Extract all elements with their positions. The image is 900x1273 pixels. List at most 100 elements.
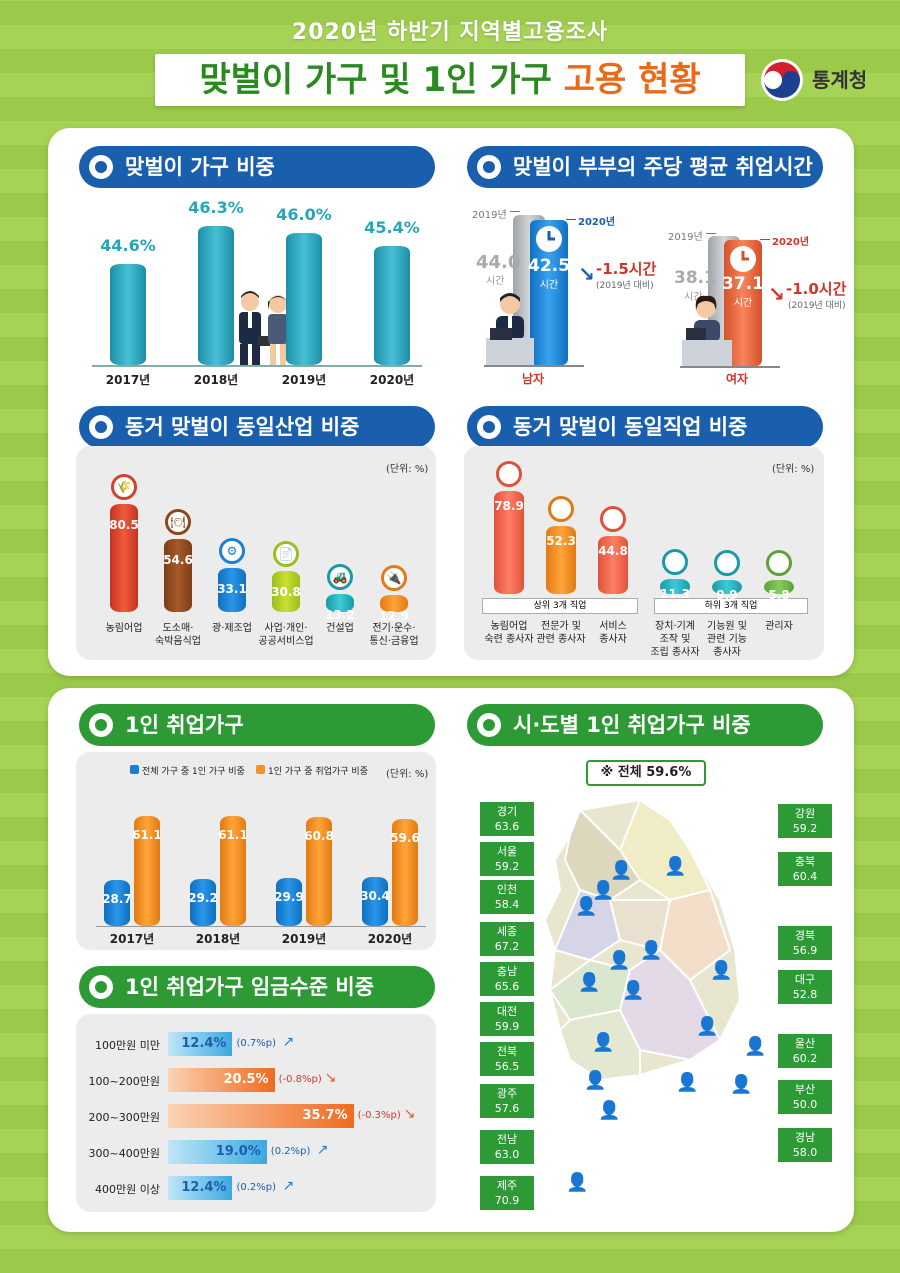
down-arrow-icon: ↘ xyxy=(324,1070,337,1086)
person-icon: 👤 xyxy=(710,960,733,981)
region-value: 65.6 xyxy=(494,980,520,993)
region-name: 전남 xyxy=(496,1133,518,1146)
region-name: 경남 xyxy=(794,1131,816,1144)
occupation-label: 전문가 및 xyxy=(541,621,581,632)
female-change-note: (2019년 대비) xyxy=(788,301,846,311)
female-worker-illustration xyxy=(682,295,732,366)
bullet-icon xyxy=(89,713,113,737)
region-name: 대전 xyxy=(496,1005,518,1018)
occupation-label: 종사자 xyxy=(713,647,741,658)
industry-bar xyxy=(272,570,300,612)
section-header-same-occupation: 동거 맞벌이 동일직업 비중 xyxy=(467,406,823,448)
region-name: 경기 xyxy=(496,805,518,818)
bullet-icon xyxy=(89,975,113,999)
female-2020-value: 37.1 xyxy=(722,274,764,294)
region-name: 세종 xyxy=(496,925,518,938)
region-label-right: 부산 50.0 xyxy=(778,1080,832,1114)
industry-value: 13.2 xyxy=(325,608,355,623)
industry-bar xyxy=(164,538,192,612)
industry-label-2: 공공서비스업 xyxy=(258,636,314,647)
region-name: 제주 xyxy=(496,1179,518,1192)
single-year: 2017년 xyxy=(109,932,155,946)
occupation-pin-icon xyxy=(714,550,740,576)
person-icon: 👤 xyxy=(610,860,633,881)
male-2019-unit: 시간 xyxy=(486,276,505,287)
person-icon: 👤 xyxy=(664,856,687,877)
region-value: 56.9 xyxy=(792,944,818,957)
title-accent: 고용 현황 xyxy=(563,60,701,100)
region-value: 59.2 xyxy=(494,860,520,873)
down-arrow-icon: ↘ xyxy=(403,1106,416,1122)
region-name: 경북 xyxy=(794,929,816,942)
occupation-bar xyxy=(660,579,690,594)
bottom3-label: 하위 3개 직업 xyxy=(704,601,758,611)
employed-share-value: 61.1 xyxy=(218,828,248,843)
dual-income-year: 2018년 xyxy=(193,373,239,387)
employed-share-bar xyxy=(134,816,160,926)
occupation-label: 종사자 xyxy=(599,634,627,645)
bullet-icon xyxy=(89,415,113,439)
occupation-bar xyxy=(712,580,742,594)
employed-share-bar xyxy=(220,816,246,926)
wage-bar: 12.4% xyxy=(168,1176,233,1200)
occupation-value: 78.9 xyxy=(494,499,524,514)
page-subtitle: 2020년 하반기 지역별고용조사 xyxy=(291,20,609,45)
industry-pin-icon: 🚜 xyxy=(327,564,353,591)
occupation-value: 5.8 xyxy=(768,588,790,602)
tag-line xyxy=(566,219,576,220)
region-label-left: 경기 63.6 xyxy=(480,802,534,836)
region-label-right: 대구 52.8 xyxy=(778,970,832,1004)
section-title: 맞벌이 가구 비중 xyxy=(125,155,275,179)
baseline xyxy=(484,365,584,367)
person-icon: 👤 xyxy=(598,1100,621,1121)
single-share-value: 28.7 xyxy=(102,892,132,907)
wage-change: (-0.3%p) xyxy=(357,1110,401,1121)
occupation-label: 관련 기능 xyxy=(707,634,747,645)
region-name: 강원 xyxy=(794,807,816,820)
occupation-value: 11.3 xyxy=(660,587,690,602)
industry-label-1: 전기·운수· xyxy=(372,623,416,634)
occupation-label: 조작 및 xyxy=(659,634,691,645)
dual-income-bar xyxy=(374,246,410,365)
legend-a-swatch xyxy=(130,765,139,774)
person-icon: 👤 xyxy=(578,972,601,993)
male-change: -1.5시간 xyxy=(596,260,657,278)
industry-label-1: 건설업 xyxy=(326,623,354,634)
couple-illustration xyxy=(239,291,296,366)
wage-label: 400만원 이상 xyxy=(95,1183,160,1196)
wage-label: 300~400만원 xyxy=(88,1147,160,1160)
industry-value: 80.5 xyxy=(109,518,139,533)
up-arrow-icon: ↗ xyxy=(282,1178,295,1194)
section-title: 시·도별 1인 취업가구 비중 xyxy=(513,713,751,737)
region-name: 인천 xyxy=(496,883,518,896)
single-year: 2019년 xyxy=(281,932,327,946)
occupation-label: 관리자 xyxy=(765,621,793,632)
top3-bracket: 상위 3개 직업 xyxy=(482,598,638,614)
occupation-pin-icon xyxy=(600,505,626,532)
region-label-left: 광주 57.6 xyxy=(480,1084,534,1118)
industry-pin-icon: 📄 xyxy=(273,540,299,567)
dual-income-bar xyxy=(110,263,146,365)
section-header-wages: 1인 취업가구 임금수준 비중 xyxy=(79,966,435,1008)
industry-pin-icon: ⚙ xyxy=(219,537,245,564)
dual-income-year: 2019년 xyxy=(281,373,327,387)
industry-bar xyxy=(218,567,246,612)
bullet-icon xyxy=(477,155,501,179)
industry-bar xyxy=(380,594,408,612)
legend-b: 1인 가구 중 취업가구 비중 xyxy=(256,764,368,777)
section-title: 맞벌이 부부의 주당 평균 취업시간 xyxy=(513,155,813,179)
legend-a-label: 전체 가구 중 1인 가구 비중 xyxy=(142,767,245,777)
region-name: 대구 xyxy=(794,973,816,986)
wage-bar: 20.5% xyxy=(168,1068,275,1092)
region-name: 전북 xyxy=(496,1045,518,1058)
unit-label: (단위: %) xyxy=(772,464,815,475)
baseline xyxy=(92,365,422,367)
industry-value: 33.1 xyxy=(217,581,247,596)
legend-b-label: 1인 가구 중 취업가구 비중 xyxy=(268,767,368,777)
section-header-work-hours: 맞벌이 부부의 주당 평균 취업시간 xyxy=(467,146,823,188)
male-worker-illustration xyxy=(486,293,534,366)
wage-bar: 19.0% xyxy=(168,1140,267,1164)
male-change-note: (2019년 대비) xyxy=(596,281,654,291)
occupation-label: 관련 종사자 xyxy=(536,634,586,645)
employed-share-bar xyxy=(306,816,332,926)
